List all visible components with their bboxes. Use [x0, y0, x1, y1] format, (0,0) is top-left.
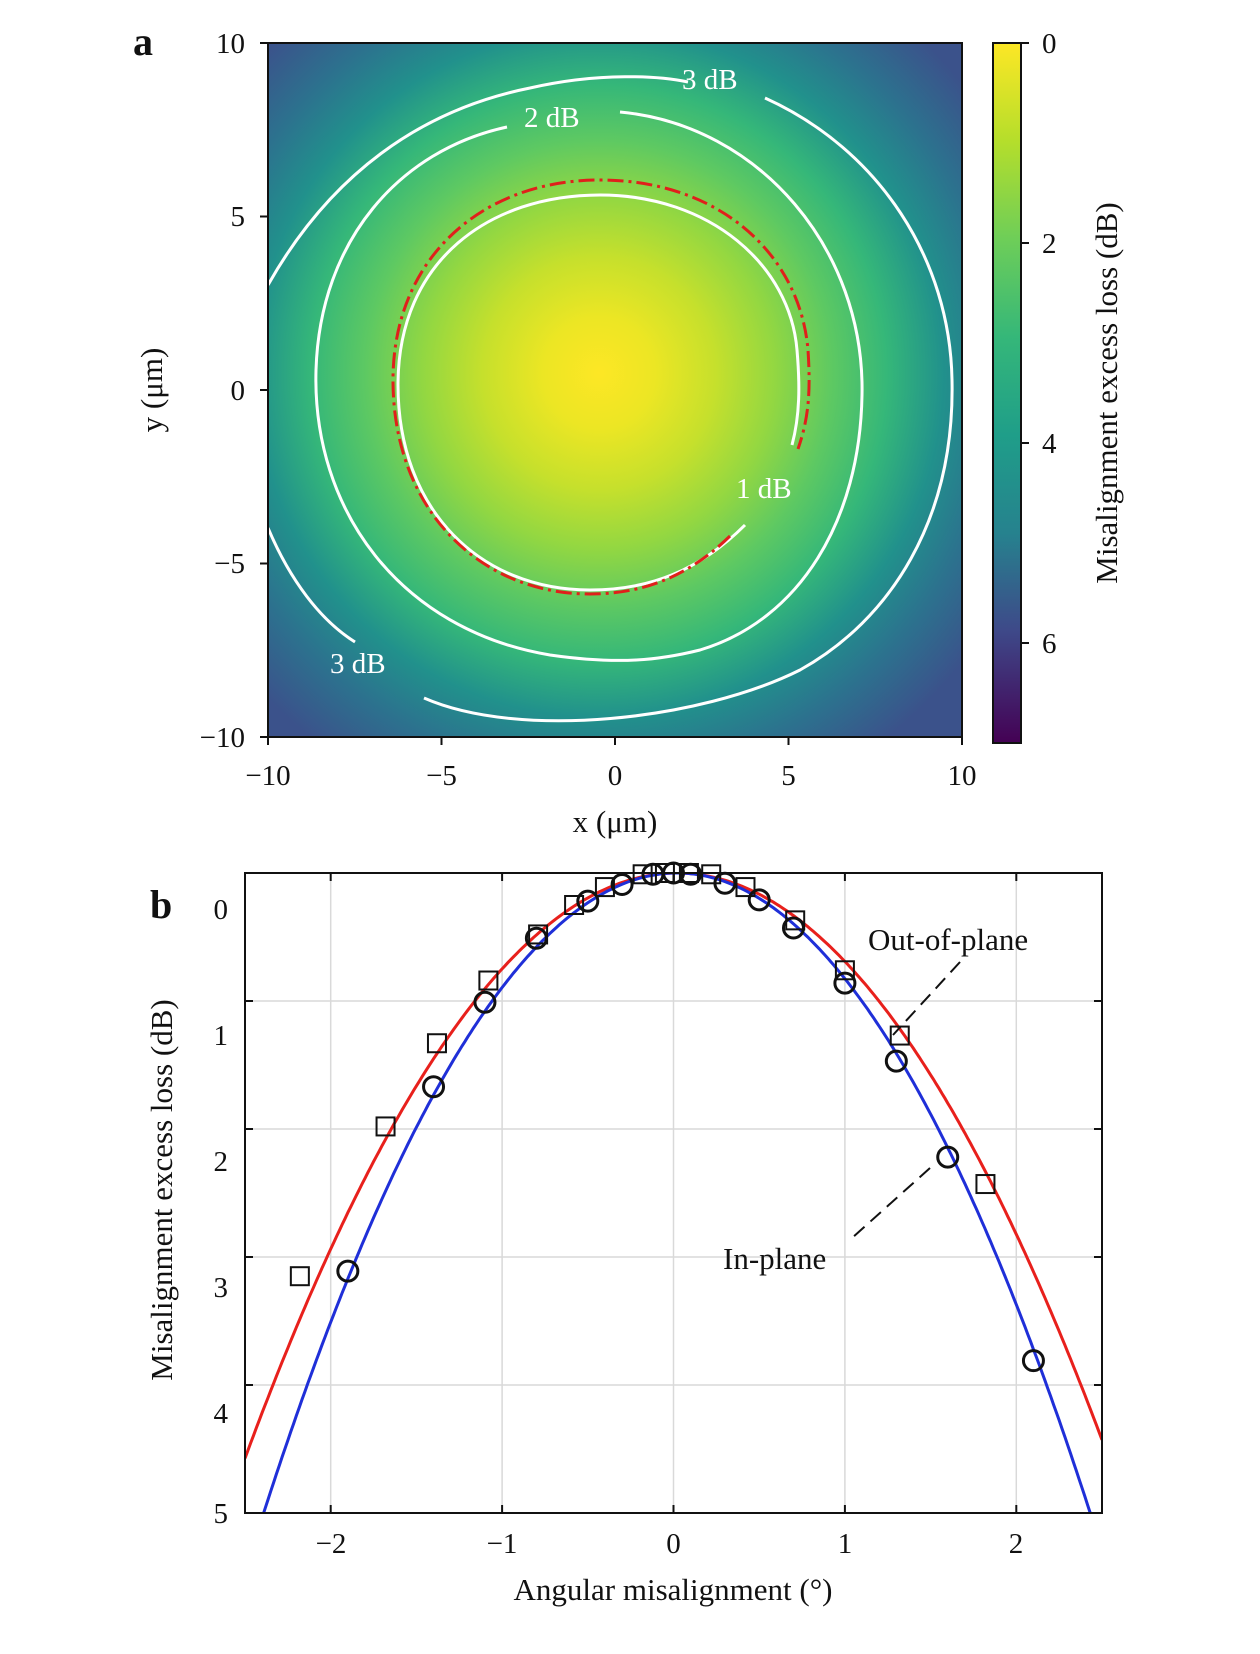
leader-in-plane [851, 1167, 931, 1239]
b-y-tick-label: 4 [214, 1398, 229, 1430]
a-x-tick-label: 0 [608, 760, 623, 792]
contour-label-2db: 2 dB [524, 102, 580, 134]
contour-3db-lower-left [268, 527, 356, 644]
panel-a: a 3 dB 2 dB 1 dB 3 dB 10 [133, 19, 1124, 839]
contour-3db-upper [268, 75, 689, 286]
out-of-plane-point [375, 1116, 396, 1137]
colorbar-title: Misalignment excess loss (dB) [1089, 202, 1124, 583]
a-x-tick-label: 10 [948, 760, 977, 792]
a-x-tick-label: −5 [426, 760, 457, 792]
a-y-axis-title: y (μm) [134, 348, 169, 433]
contour-label-3db-top: 3 dB [682, 64, 738, 96]
b-y-tick-label: 3 [214, 1272, 229, 1304]
a-x-tick-label: −10 [245, 760, 290, 792]
contour-3db-right [423, 96, 954, 723]
out-of-plane-point [478, 970, 499, 991]
annotation-in-plane: In-plane [723, 1241, 826, 1276]
panel-b-markers [289, 861, 1045, 1373]
b-y-tick-label: 2 [214, 1146, 229, 1178]
b-y-tick-label: 5 [214, 1498, 229, 1530]
a-y-tick-label: 0 [231, 375, 246, 407]
contour-label-3db-bottom: 3 dB [330, 648, 386, 680]
in-plane-point [473, 990, 497, 1014]
panel-a-letter: a [133, 19, 153, 64]
b-x-tick-label: −2 [316, 1528, 347, 1560]
a-x-axis-title: x (μm) [573, 804, 658, 839]
out-of-plane-point [834, 960, 855, 981]
heatmap-plot [268, 43, 962, 737]
in-plane-point [747, 888, 771, 912]
in-plane-point [833, 971, 857, 995]
out-of-plane-point [564, 895, 585, 915]
contour-label-1db: 1 dB [736, 473, 792, 505]
in-plane-point [576, 889, 600, 913]
panel-a-y-ticks [260, 42, 268, 738]
b-x-tick-label: 0 [666, 1528, 681, 1560]
b-x-tick-label: 1 [838, 1528, 853, 1560]
in-plane-point [781, 916, 805, 940]
a-y-tick-label: −5 [214, 548, 245, 580]
colorbar-ticks [1021, 42, 1029, 644]
in-plane-point [884, 1049, 908, 1073]
b-x-axis-title: Angular misalignment (°) [514, 1572, 833, 1607]
b-x-tick-label: −1 [487, 1528, 518, 1560]
cbar-tick-label: 2 [1042, 228, 1057, 260]
in-plane-point [610, 873, 634, 897]
panel-b: b −2 −1 0 1 2 0 1 2 3 4 5 Angular misali… [144, 861, 1103, 1607]
out-of-plane-point [289, 1266, 310, 1287]
annotation-out-of-plane: Out-of-plane [868, 922, 1028, 957]
in-plane-point [1021, 1349, 1045, 1373]
fit-curve-in-plane [262, 873, 1092, 1513]
in-plane-point [336, 1259, 360, 1283]
in-plane-point [422, 1075, 446, 1099]
cbar-tick-label: 6 [1042, 628, 1057, 660]
panel-b-letter: b [150, 882, 172, 927]
b-x-tick-label: 2 [1009, 1528, 1024, 1560]
contour-1db [396, 193, 801, 592]
cbar-tick-label: 0 [1042, 28, 1057, 60]
heatmap-field [268, 43, 962, 737]
a-y-tick-label: 10 [216, 28, 245, 60]
leader-out-of-plane [892, 961, 961, 1036]
panel-a-x-ticks [267, 737, 963, 745]
in-plane-point [936, 1145, 960, 1169]
a-x-tick-label: 5 [781, 760, 796, 792]
panel-b-tick-marks [245, 872, 1102, 1514]
out-of-plane-point [632, 864, 653, 885]
colorbar [992, 42, 1022, 744]
b-y-tick-label: 0 [214, 894, 229, 926]
contour-2db [314, 110, 864, 662]
a-y-tick-label: 5 [231, 201, 246, 233]
panel-b-grid [245, 872, 1102, 1514]
in-plane-point [524, 926, 548, 950]
out-of-plane-point [426, 1033, 447, 1054]
out-of-plane-point [975, 1174, 996, 1195]
in-plane-point [679, 862, 703, 886]
out-of-plane-point [735, 877, 756, 898]
b-y-tick-label: 1 [214, 1020, 229, 1052]
reference-circle [391, 178, 811, 596]
a-y-tick-label: −10 [200, 722, 245, 754]
b-y-axis-title: Misalignment excess loss (dB) [144, 999, 179, 1380]
cbar-tick-label: 4 [1042, 428, 1057, 460]
